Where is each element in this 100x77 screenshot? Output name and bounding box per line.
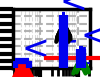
Text: $<\tau_1>=0.42$ ns: $<\tau_1>=0.42$ ns (15, 32, 100, 66)
Text: $<\tau_2>=4.29$ ns: $<\tau_2>=4.29$ ns (53, 0, 100, 20)
Legend: $\tau_1$  distribution, $\tau_2$  distribution, $\tau_3$  distribution: $\tau_1$ distribution, $\tau_2$ distribu… (29, 26, 100, 77)
Text: $<\tau_3>=12.55$ ns: $<\tau_3>=12.55$ ns (74, 19, 100, 54)
